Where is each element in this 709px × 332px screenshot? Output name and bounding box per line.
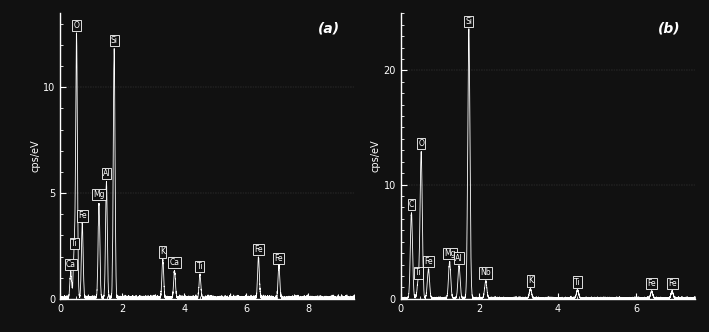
Text: Nb: Nb [481, 268, 491, 277]
Text: K: K [528, 276, 533, 286]
Text: Fe: Fe [274, 254, 283, 263]
Text: Ti: Ti [574, 278, 581, 287]
Text: Al: Al [455, 254, 463, 263]
Text: Fe: Fe [424, 257, 432, 266]
Text: Ca: Ca [169, 258, 179, 267]
Text: O: O [74, 21, 79, 30]
Text: Fe: Fe [254, 245, 263, 254]
Text: Mg: Mg [444, 249, 455, 258]
Text: K: K [160, 247, 165, 256]
Y-axis label: cps/eV: cps/eV [371, 140, 381, 172]
Text: Ti: Ti [71, 239, 77, 248]
Text: Al: Al [103, 169, 110, 178]
Text: Mg: Mg [93, 190, 105, 199]
Text: Si: Si [111, 36, 118, 45]
Text: (b): (b) [657, 22, 680, 36]
Text: Ca: Ca [66, 260, 76, 269]
Text: Si: Si [465, 17, 472, 26]
Text: Fe: Fe [78, 211, 86, 220]
Text: C: C [409, 200, 414, 209]
Text: Fe: Fe [668, 279, 676, 288]
Text: (a): (a) [318, 22, 340, 36]
Text: Ti: Ti [415, 268, 422, 277]
Text: Fe: Fe [647, 279, 656, 288]
Text: Ti: Ti [196, 262, 203, 271]
Y-axis label: cps/eV: cps/eV [30, 140, 40, 172]
Text: O: O [418, 139, 424, 148]
